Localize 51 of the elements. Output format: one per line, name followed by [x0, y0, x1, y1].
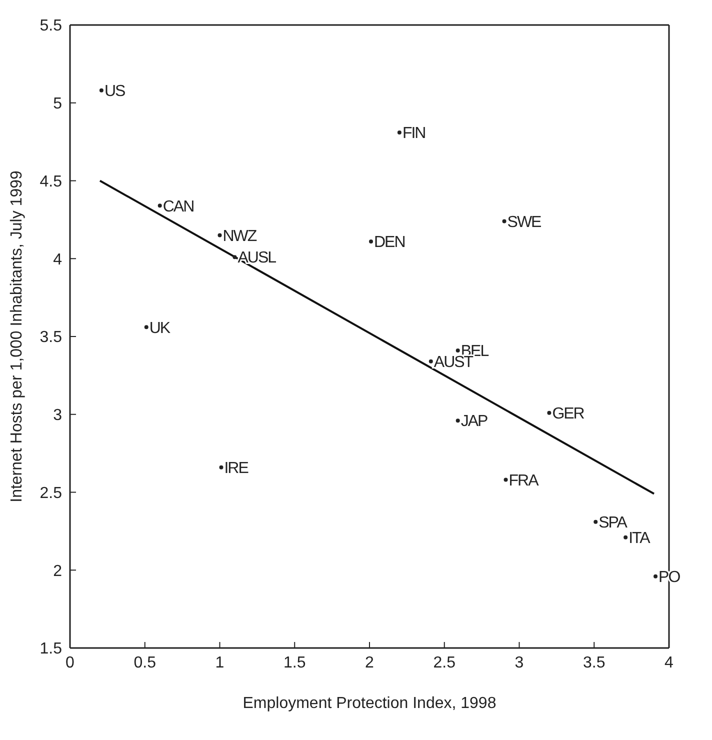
data-label: SWE [507, 214, 542, 231]
x-tick-label: 3 [514, 654, 524, 672]
data-label: DEN [374, 234, 406, 252]
x-tick-label: 0 [66, 654, 75, 672]
y-tick-label: 5 [53, 96, 62, 113]
point [654, 574, 658, 578]
point [368, 239, 373, 244]
y-tick-label: 1.5 [40, 640, 62, 658]
y-tick-label: 5.5 [40, 18, 62, 35]
x-tick-label: 0.5 [134, 654, 156, 672]
data-label: NWZ [222, 228, 258, 245]
data-label: SPA [598, 514, 628, 532]
data-label: GER [552, 405, 584, 422]
point [219, 465, 224, 470]
x-tick-label: 2.5 [433, 654, 456, 672]
point [218, 233, 222, 238]
point [232, 255, 237, 260]
point [397, 130, 402, 134]
point [144, 325, 148, 330]
y-tick-label: 3.5 [40, 329, 62, 346]
x-tick-label: 4 [664, 654, 674, 672]
y-tick-label: 4.5 [40, 173, 62, 190]
point [158, 204, 162, 208]
point [456, 348, 460, 353]
data-label: AUSL [238, 250, 277, 267]
data-label: UK [149, 320, 171, 337]
data-label: IRE [224, 460, 248, 477]
x-axis-title: Employment Protection Index, 1998 [242, 695, 496, 712]
point [502, 219, 506, 224]
data-label: FIN [402, 125, 426, 142]
point [428, 359, 433, 364]
y-tick-label: 2 [53, 562, 62, 580]
point [99, 88, 104, 92]
point [594, 520, 598, 524]
y-tick-label: 2.5 [40, 484, 62, 502]
data-label: US [104, 83, 125, 100]
data-label: CAN [162, 198, 194, 216]
data-label: FRA [508, 472, 540, 490]
data-label: ITA [628, 530, 651, 548]
point [624, 535, 628, 540]
data-label: JAP [460, 413, 488, 430]
y-tick-label: 4 [53, 251, 62, 268]
point [456, 418, 460, 423]
x-tick-label: 2 [365, 654, 374, 672]
y-axis-title: Internet Hosts per 1,000 Inhabitants, July 1999 [8, 170, 26, 502]
x-tick-label: 1.5 [284, 654, 306, 672]
point [547, 410, 552, 415]
y-tick-label: 3 [53, 407, 62, 424]
x-tick-label: 3.5 [583, 654, 606, 672]
point [504, 478, 508, 482]
x-tick-label: 1 [215, 654, 224, 672]
